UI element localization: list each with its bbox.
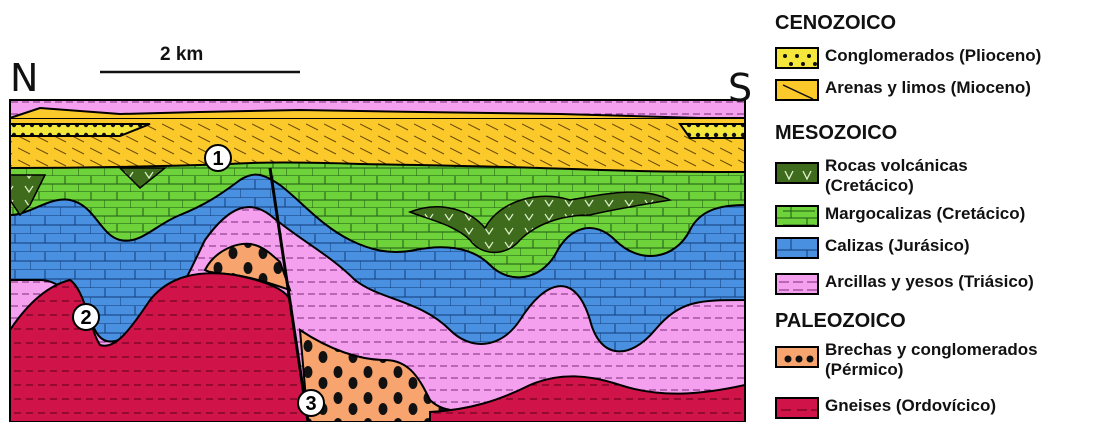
legend-label: Brechas y conglomerados (Pérmico) (825, 340, 1038, 379)
north-label: N (10, 56, 39, 100)
section-frame (9, 99, 746, 422)
volcanic-swatch (775, 162, 819, 184)
svg-text:2: 2 (80, 307, 91, 329)
limestone-swatch (775, 237, 819, 259)
conglomerate-swatch (775, 47, 819, 69)
legend-item-brechas: Brechas y conglomerados (Pérmico) (775, 340, 1038, 382)
legend-label: Arenas y limos (Mioceno) (825, 78, 1031, 97)
legend-label: Calizas (Jurásico) (825, 236, 970, 255)
marker-2: 2 (72, 303, 100, 331)
breccia-swatch (775, 346, 819, 368)
legend-item-conglomerados: Conglomerados (Plioceno) (775, 46, 1041, 74)
sand-swatch (775, 79, 819, 101)
marker-1: 1 (204, 144, 232, 172)
legend-label: Gneises (Ordovícico) (825, 396, 996, 415)
cross-section-diagram: 1 2 3 (9, 70, 746, 422)
gneiss-swatch (775, 397, 819, 419)
south-label: S (728, 66, 753, 110)
legend-item-calizas: Calizas (Jurásico) (775, 236, 970, 264)
ordovician-gneiss-layer (10, 272, 310, 422)
legend-item-arcillas: Arcillas y yesos (Triásico) (775, 272, 1034, 300)
fault-line (268, 167, 310, 422)
topography-outline (9, 106, 745, 119)
legend-item-volcanicas: Rocas volcánicas (Cretácico) (775, 156, 968, 198)
legend-label: Arcillas y yesos (Triásico) (825, 272, 1034, 291)
era-cenozoic: CENOZOICO (775, 12, 897, 34)
legend-label: Rocas volcánicas (Cretácico) (825, 156, 968, 195)
marker-3: 3 (297, 389, 325, 417)
svg-text:3: 3 (305, 393, 316, 415)
pliocene-left (10, 123, 151, 137)
cretaceous-marl-layer (10, 159, 745, 279)
svg-text:1: 1 (212, 148, 223, 170)
legend-item-margocalizas: Margocalizas (Cretácico) (775, 204, 1025, 232)
scale-label: 2 km (160, 44, 204, 65)
marl-swatch (775, 205, 819, 227)
clay-swatch (775, 273, 819, 295)
legend-item-arenas: Arenas y limos (Mioceno) (775, 78, 1031, 106)
legend-label: Margocalizas (Cretácico) (825, 204, 1026, 223)
volcanic-right (407, 191, 673, 254)
era-paleozoic: PALEOZOICO (775, 310, 906, 332)
volcanic-left (10, 174, 47, 217)
pliocene-right (678, 123, 745, 139)
legend-label: Conglomerados (Plioceno) (825, 46, 1042, 65)
volcanic-mid (118, 167, 168, 190)
ordovician-gneiss-right (429, 375, 745, 422)
legend: CENOZOICO Conglomerados (Plioceno) Arena… (775, 0, 1095, 422)
legend-item-gneises: Gneises (Ordovícico) (775, 396, 996, 424)
era-mesozoic: MESOZOICO (775, 122, 898, 144)
miocene-layer (10, 117, 745, 174)
